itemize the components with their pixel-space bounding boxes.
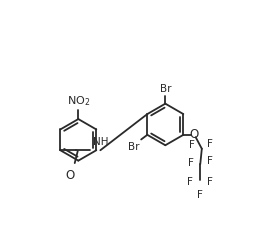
Text: F: F (207, 156, 213, 166)
Text: F: F (187, 177, 192, 187)
Text: O: O (190, 128, 199, 141)
Text: Br: Br (159, 84, 171, 94)
Text: F: F (189, 140, 195, 150)
Text: F: F (207, 177, 213, 187)
Text: NO$_2$: NO$_2$ (67, 94, 90, 108)
Text: F: F (207, 139, 213, 149)
Text: NH: NH (93, 137, 108, 147)
Text: F: F (188, 157, 194, 168)
Text: O: O (66, 169, 75, 182)
Text: Br: Br (128, 142, 140, 152)
Text: F: F (197, 190, 203, 200)
